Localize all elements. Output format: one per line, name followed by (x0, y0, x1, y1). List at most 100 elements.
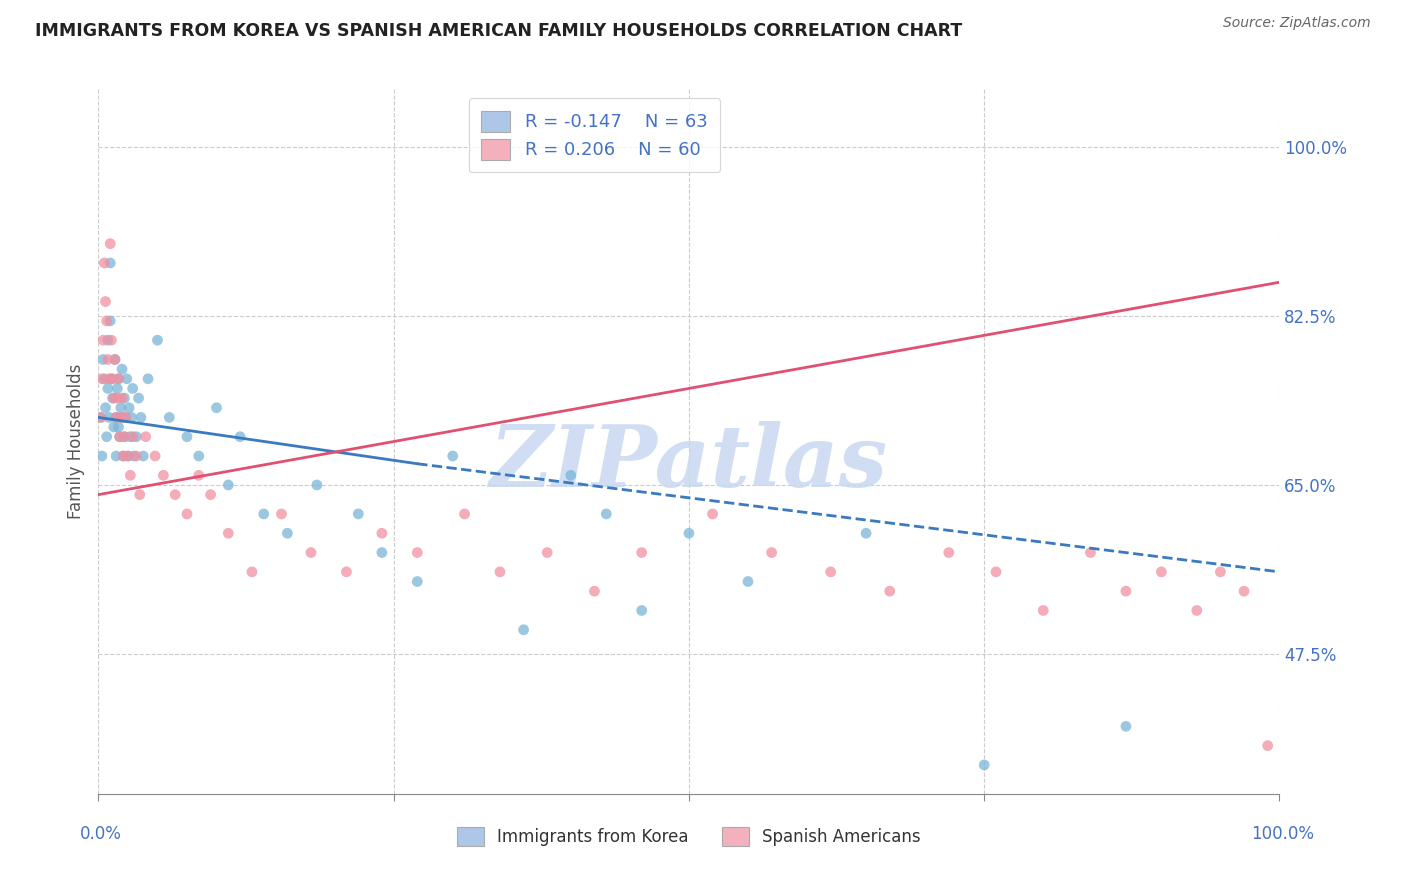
Text: 100.0%: 100.0% (1251, 825, 1313, 843)
Point (299, 545, 322, 559)
Point (761, 545, 783, 559)
Point (103, 391, 125, 405)
Point (125, 430, 148, 444)
Text: IMMIGRANTS FROM KOREA VS SPANISH AMERICAN FAMILY HOUSEHOLDS CORRELATION CHART: IMMIGRANTS FROM KOREA VS SPANISH AMERICA… (35, 22, 962, 40)
Point (536, 545, 558, 559)
Point (108, 430, 131, 444)
Point (229, 430, 252, 444)
Point (120, 430, 142, 444)
Point (200, 488, 222, 502)
Point (101, 372, 124, 386)
Point (217, 478, 239, 492)
Point (91, 352, 114, 367)
Point (98, 410, 121, 425)
Point (93, 372, 115, 386)
Point (105, 410, 128, 425)
Point (112, 430, 135, 444)
Point (583, 584, 606, 599)
Point (100, 372, 122, 386)
Point (117, 449, 139, 463)
Point (1115, 719, 1137, 733)
Point (104, 352, 127, 367)
Point (406, 574, 429, 589)
Point (984, 565, 1007, 579)
Point (112, 449, 135, 463)
Point (128, 391, 150, 405)
Point (595, 507, 617, 521)
Text: ZIPatlas: ZIPatlas (489, 421, 889, 505)
Point (270, 507, 292, 521)
Point (240, 565, 263, 579)
Point (121, 430, 143, 444)
Point (97, 333, 120, 347)
Point (702, 507, 724, 521)
Point (938, 545, 960, 559)
Point (97, 352, 120, 367)
Point (100, 333, 122, 347)
Point (371, 545, 394, 559)
Point (371, 526, 394, 541)
Point (103, 420, 125, 434)
Point (737, 574, 759, 589)
Point (105, 391, 128, 405)
Point (107, 372, 129, 386)
Point (305, 478, 328, 492)
Point (406, 545, 429, 559)
Point (441, 449, 464, 463)
Point (125, 449, 148, 463)
Point (205, 401, 228, 415)
Point (335, 565, 357, 579)
Point (820, 565, 842, 579)
Point (1209, 565, 1232, 579)
Point (135, 430, 157, 444)
Point (114, 410, 136, 425)
Point (101, 391, 124, 405)
Point (96, 314, 118, 328)
Point (112, 391, 135, 405)
Point (93, 256, 115, 270)
Point (152, 468, 174, 483)
Point (115, 372, 138, 386)
Point (165, 488, 187, 502)
Point (111, 391, 134, 405)
Point (146, 333, 169, 347)
Point (105, 410, 128, 425)
Point (512, 623, 534, 637)
Y-axis label: Family Households: Family Households (66, 364, 84, 519)
Point (1233, 584, 1256, 599)
Point (560, 468, 582, 483)
Point (187, 449, 209, 463)
Point (105, 381, 128, 395)
Point (110, 410, 132, 425)
Point (98, 236, 121, 251)
Point (121, 410, 143, 425)
Point (1185, 603, 1208, 617)
Point (114, 410, 136, 425)
Text: 0.0%: 0.0% (80, 825, 122, 843)
Point (112, 449, 135, 463)
Text: Source: ZipAtlas.com: Source: ZipAtlas.com (1223, 16, 1371, 30)
Point (132, 449, 155, 463)
Point (98, 372, 121, 386)
Point (107, 372, 129, 386)
Point (111, 362, 134, 376)
Point (489, 565, 512, 579)
Point (347, 507, 370, 521)
Point (121, 381, 143, 395)
Point (157, 410, 180, 425)
Point (176, 430, 198, 444)
Point (107, 420, 129, 434)
Point (1150, 565, 1173, 579)
Point (879, 584, 901, 599)
Point (176, 507, 198, 521)
Point (855, 526, 877, 541)
Point (1032, 603, 1054, 617)
Point (143, 449, 166, 463)
Point (112, 430, 135, 444)
Point (96, 430, 118, 444)
Point (94, 401, 117, 415)
Point (453, 507, 475, 521)
Point (91, 333, 114, 347)
Point (136, 372, 159, 386)
Point (187, 468, 209, 483)
